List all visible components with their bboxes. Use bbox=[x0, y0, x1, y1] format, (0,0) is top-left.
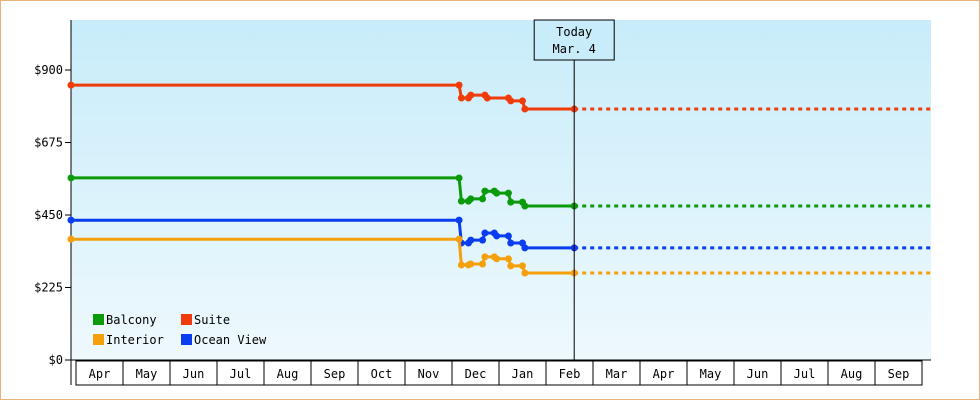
x-tick-label: Jul bbox=[230, 367, 252, 381]
x-tick-label: Aug bbox=[841, 367, 863, 381]
y-tick-label: $0 bbox=[49, 353, 63, 367]
legend-swatch bbox=[93, 334, 104, 345]
x-tick-label: May bbox=[700, 367, 722, 381]
data-point[interactable] bbox=[455, 235, 463, 243]
x-tick-label: Sep bbox=[888, 367, 910, 381]
data-point[interactable] bbox=[504, 189, 512, 197]
data-point[interactable] bbox=[507, 198, 515, 206]
data-point[interactable] bbox=[493, 189, 501, 197]
legend-label: Interior bbox=[106, 333, 164, 347]
data-point[interactable] bbox=[479, 260, 487, 268]
legend-swatch bbox=[181, 334, 192, 345]
y-tick-label: $900 bbox=[34, 63, 63, 77]
series-group bbox=[67, 81, 931, 277]
x-tick-label: Oct bbox=[371, 367, 393, 381]
data-point[interactable] bbox=[519, 97, 526, 105]
data-point[interactable] bbox=[67, 81, 75, 89]
x-tick-label: Jul bbox=[794, 367, 816, 381]
data-point[interactable] bbox=[455, 216, 463, 224]
legend-item-suite[interactable]: Suite bbox=[181, 313, 230, 327]
data-point[interactable] bbox=[467, 195, 475, 203]
x-tick-label: Jun bbox=[747, 367, 769, 381]
x-tick-label: Nov bbox=[418, 367, 440, 381]
data-point[interactable] bbox=[467, 91, 475, 99]
data-point[interactable] bbox=[479, 236, 487, 244]
data-point[interactable] bbox=[507, 239, 515, 247]
data-point[interactable] bbox=[467, 260, 475, 268]
legend-item-balcony[interactable]: Balcony bbox=[93, 313, 157, 327]
x-tick-label: Jun bbox=[183, 367, 205, 381]
x-tick-label: Apr bbox=[653, 367, 675, 381]
today-box bbox=[533, 19, 615, 61]
data-point[interactable] bbox=[67, 235, 75, 243]
data-point[interactable] bbox=[519, 262, 526, 270]
data-point[interactable] bbox=[455, 81, 463, 89]
x-axis: Apr May Jun Jul Aug Sep Oct Nov Dec Jan Feb Mar Apr M… bbox=[71, 359, 931, 386]
x-tick-label: Mar bbox=[606, 367, 628, 381]
data-point[interactable] bbox=[504, 255, 512, 263]
data-point[interactable] bbox=[67, 174, 75, 182]
plot-area bbox=[71, 20, 931, 360]
data-point[interactable] bbox=[521, 244, 529, 252]
x-tick-label: Sep bbox=[324, 367, 346, 381]
data-point[interactable] bbox=[481, 253, 489, 261]
series-suite bbox=[67, 81, 931, 113]
legend-label: Balcony bbox=[106, 313, 157, 327]
data-point[interactable] bbox=[483, 94, 491, 102]
data-point[interactable] bbox=[521, 269, 529, 277]
x-tick-label: May bbox=[136, 367, 158, 381]
y-tick-label: $675 bbox=[34, 136, 63, 150]
data-point[interactable] bbox=[507, 97, 515, 105]
data-point[interactable] bbox=[521, 105, 529, 113]
y-axis: $0 $225 $450 $675 $900 bbox=[34, 20, 72, 385]
data-point[interactable] bbox=[504, 232, 512, 240]
series-ocean-view bbox=[67, 216, 931, 252]
legend: Balcony Suite Interior Ocean View bbox=[93, 313, 267, 347]
data-point[interactable] bbox=[455, 174, 463, 182]
series-balcony bbox=[67, 174, 931, 210]
x-tick-label: Apr bbox=[89, 367, 111, 381]
legend-item-interior[interactable]: Interior bbox=[93, 333, 164, 347]
data-point[interactable] bbox=[493, 232, 501, 240]
legend-swatch bbox=[181, 314, 192, 325]
today-label: Today bbox=[556, 25, 592, 39]
data-point[interactable] bbox=[479, 195, 487, 203]
data-point[interactable] bbox=[521, 202, 529, 210]
series-interior bbox=[67, 235, 931, 277]
x-tick-label: Dec bbox=[465, 367, 487, 381]
data-point[interactable] bbox=[467, 236, 475, 244]
data-point[interactable] bbox=[457, 261, 465, 269]
data-point[interactable] bbox=[67, 216, 75, 224]
today-date: Mar. 4 bbox=[553, 42, 596, 56]
x-tick-label: Feb bbox=[559, 367, 581, 381]
x-tick-label: Aug bbox=[277, 367, 299, 381]
data-point[interactable] bbox=[481, 187, 489, 195]
x-tick-label: Jan bbox=[512, 367, 534, 381]
data-point[interactable] bbox=[457, 94, 465, 102]
data-point[interactable] bbox=[457, 197, 465, 205]
y-tick-label: $225 bbox=[34, 281, 63, 295]
legend-swatch bbox=[93, 314, 104, 325]
legend-item-ocean-view[interactable]: Ocean View bbox=[181, 333, 267, 347]
data-point[interactable] bbox=[493, 255, 501, 263]
legend-label: Suite bbox=[194, 313, 230, 327]
data-point[interactable] bbox=[481, 229, 489, 237]
legend-label: Ocean View bbox=[194, 333, 267, 347]
y-tick-label: $450 bbox=[34, 208, 63, 222]
today-marker: Today Mar. 4 bbox=[533, 19, 615, 360]
data-point[interactable] bbox=[507, 262, 515, 270]
